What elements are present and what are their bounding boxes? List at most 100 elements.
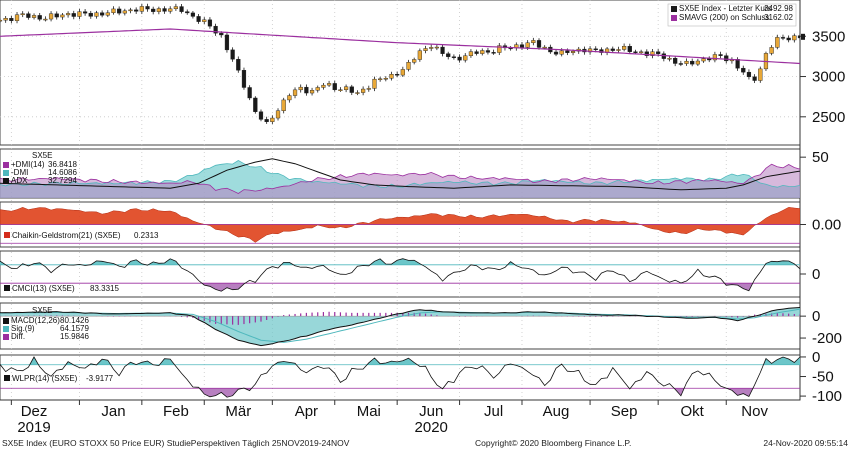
price-tick-label: 2500 (812, 109, 845, 126)
candle-body (281, 99, 286, 111)
legend-swatch (3, 162, 9, 168)
month-tick-label: Okt (681, 403, 705, 420)
candle-body (230, 49, 235, 60)
candle-body (31, 15, 37, 18)
candle-body (236, 58, 241, 71)
macd-tick-label: 0 (812, 308, 820, 325)
legend-swatch (3, 318, 9, 324)
cmci-line (0, 258, 800, 292)
candle-body (786, 37, 791, 41)
candle-body (587, 48, 593, 53)
candle-body (667, 57, 672, 60)
candle-body (60, 14, 65, 18)
candle-body (54, 13, 59, 18)
candle-body (202, 19, 207, 22)
candle-body (0, 19, 3, 22)
candle-body (463, 55, 468, 61)
legend-label: SMAVG (200) on Schluss (679, 13, 770, 22)
candle-body (349, 86, 354, 93)
candle-body (111, 8, 116, 13)
candle-body (599, 49, 604, 53)
dmi-plus-area (0, 164, 800, 198)
candle-body (446, 53, 451, 57)
legend-value: 32.7294 (48, 176, 77, 185)
candle-body (298, 86, 303, 91)
candle-body (151, 8, 156, 12)
candle-body (264, 119, 269, 122)
price-tick-label: 3500 (812, 28, 845, 45)
panel-frame-1 (0, 0, 801, 146)
month-tick-label: Nov (741, 403, 768, 420)
candle-body (531, 40, 536, 44)
legend-label: MACD(12,26) (11, 316, 60, 325)
candle-body (707, 58, 712, 61)
candle-body (434, 46, 439, 49)
candle-body (457, 56, 462, 61)
candle-body (3, 18, 8, 21)
candle-body (616, 49, 621, 51)
candle-body (338, 89, 343, 91)
candle-body (321, 84, 326, 88)
candle-body (343, 86, 349, 90)
price-tick-label: 3000 (812, 69, 845, 86)
chaikin-area (0, 207, 800, 243)
legend-swatch (671, 15, 677, 21)
legend-label: ADX (11, 176, 28, 185)
candle-body (718, 54, 723, 56)
dmi-group (0, 158, 800, 198)
month-tick-label: Jan (101, 403, 125, 420)
candle-body (304, 86, 309, 94)
candle-body (372, 78, 377, 89)
wlpr-overbought-area (0, 357, 800, 365)
panel-frame-5 (0, 302, 801, 350)
candle-body (610, 48, 615, 51)
candle-body (20, 13, 25, 15)
candle-body (361, 88, 366, 93)
month-tick-label: Mai (357, 403, 381, 420)
candle-body (213, 25, 218, 34)
candle-body (26, 13, 31, 18)
candle-body (128, 9, 133, 12)
candle-body (247, 87, 252, 99)
candle-body (423, 48, 428, 51)
wlpr-tick-label: 0 (812, 349, 820, 366)
adx-line (0, 158, 800, 191)
dmi-legend-title: SX5E (32, 151, 52, 160)
candle-body (797, 35, 800, 39)
candle-body (326, 83, 332, 86)
legend-swatch (3, 178, 9, 184)
month-tick-label: Jul (484, 403, 503, 420)
candle-body (417, 50, 422, 60)
candle-body (355, 92, 360, 94)
candle-body (270, 117, 275, 122)
macd-tick-label: -200 (812, 330, 842, 347)
candle-body (139, 6, 144, 12)
month-tick-label: Aug (543, 403, 570, 420)
month-tick-label: Jun (419, 403, 443, 420)
candle-body (644, 51, 649, 56)
legend-swatch (3, 334, 9, 340)
candle-body (389, 74, 394, 79)
legend-value: 36.8418 (48, 160, 77, 169)
candle-body (491, 52, 496, 54)
candle-body (627, 45, 632, 52)
candle-body (43, 18, 48, 21)
candle-body (185, 11, 190, 14)
candles-group (0, 3, 800, 125)
candle-body (650, 51, 655, 56)
footer-copyright: Copyright© 2020 Bloomberg Finance L.P. (475, 438, 631, 448)
candle-body (77, 11, 82, 17)
chaikin-tick-label: 0.00 (812, 217, 841, 234)
candle-body (406, 62, 411, 70)
candle-body (673, 57, 678, 64)
footer-timestamp: 24-Nov-2020 09:55:14 (763, 438, 848, 448)
dmi-minus-line (0, 160, 800, 189)
candle-body (451, 56, 457, 58)
candle-body (71, 13, 76, 17)
price-legend-box (667, 3, 797, 27)
wlpr-upper-clip (0, 357, 800, 365)
candle-body (553, 51, 559, 55)
month-tick-label: Sep (611, 403, 638, 420)
candle-body (190, 12, 196, 17)
macd-legend-title: SX5E (32, 306, 52, 315)
